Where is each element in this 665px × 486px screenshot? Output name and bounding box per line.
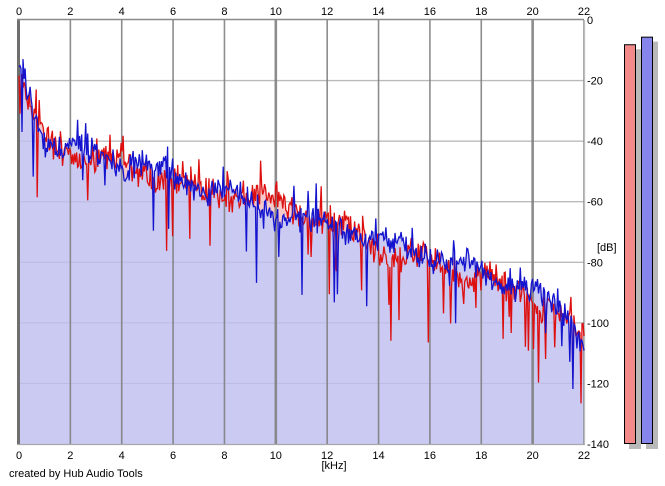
khz-tick-label-top: 0 — [16, 6, 22, 18]
khz-tick-label-bottom: 20 — [527, 450, 539, 462]
right-level-meter-bar — [641, 36, 653, 445]
khz-tick-label-bottom: 18 — [475, 450, 487, 462]
khz-tick-label-top: 2 — [67, 6, 73, 18]
horizontal-gridlines-overlay — [19, 79, 584, 385]
khz-tick-label-top: 18 — [475, 6, 487, 18]
db-tick-label: -80 — [587, 257, 603, 269]
khz-tick-label-bottom: 12 — [321, 450, 333, 462]
right-channel-spectrum-trace — [18, 59, 585, 390]
db-tick-label: -60 — [587, 197, 603, 209]
db-tick-label: -20 — [587, 76, 603, 88]
spectrum-trace-lines — [18, 59, 585, 404]
x-axis-ticks-top: 0 2 4 6 8 10 12 14 16 18 20 22 — [16, 6, 590, 18]
db-tick-label: -140 — [587, 439, 609, 451]
x-axis-ticks-bottom: 0 2 4 6 8 10 12 14 16 18 20 22 — [16, 450, 590, 462]
khz-axis-unit-label: [kHz] — [321, 460, 346, 472]
khz-tick-label-bottom: 22 — [578, 450, 590, 462]
db-tick-label: -120 — [587, 378, 609, 390]
left-level-meter-bar — [624, 44, 636, 444]
khz-tick-label-bottom: 16 — [424, 450, 436, 462]
khz-tick-label-bottom: 6 — [170, 450, 176, 462]
khz-tick-label-bottom: 4 — [119, 450, 125, 462]
khz-tick-label-top: 22 — [578, 6, 590, 18]
level-meters — [624, 36, 658, 450]
khz-tick-label-bottom: 8 — [221, 450, 227, 462]
khz-tick-label-bottom: 14 — [372, 450, 384, 462]
db-axis-ticks: 0 -20 -40 -60 -80 -100 -120 -140 — [587, 15, 609, 451]
khz-tick-label-bottom: 2 — [67, 450, 73, 462]
khz-tick-label-top: 12 — [321, 6, 333, 18]
db-tick-label: 0 — [587, 15, 593, 27]
khz-tick-label-top: 16 — [424, 6, 436, 18]
khz-tick-label-top: 4 — [119, 6, 125, 18]
db-axis-unit-label: [dB] — [597, 242, 617, 254]
plot-borders — [17, 18, 586, 446]
khz-tick-label-top: 10 — [270, 6, 282, 18]
db-tick-label: -100 — [587, 318, 609, 330]
khz-tick-label-top: 6 — [170, 6, 176, 18]
khz-tick-label-top: 8 — [221, 6, 227, 18]
credit-text: created by Hub Audio Tools — [9, 468, 143, 480]
khz-tick-label-top: 14 — [372, 6, 384, 18]
khz-tick-label-bottom: 10 — [270, 450, 282, 462]
db-tick-label: -40 — [587, 136, 603, 148]
khz-tick-label-top: 20 — [527, 6, 539, 18]
khz-tick-label-bottom: 0 — [16, 450, 22, 462]
